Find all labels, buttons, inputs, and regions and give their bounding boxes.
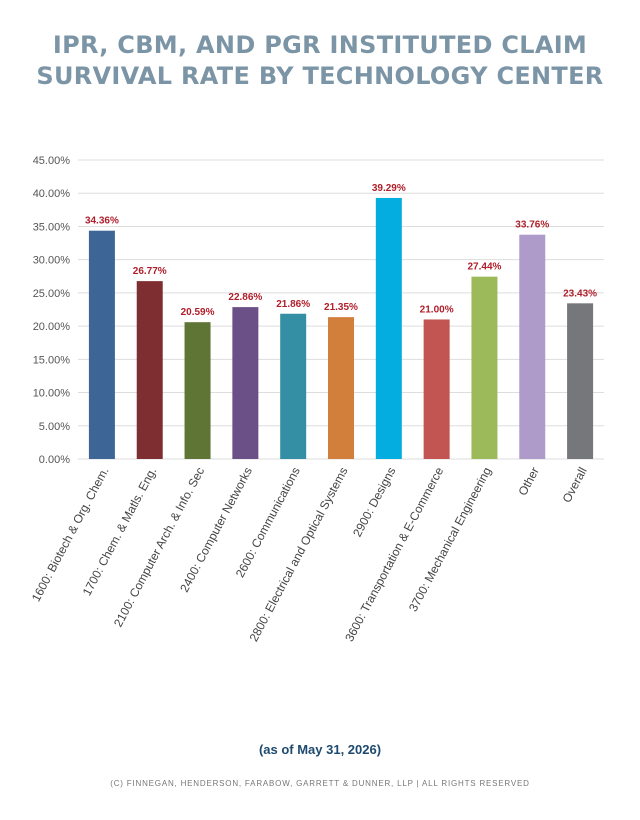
bar <box>375 197 402 460</box>
bar-chart: 0.00% 5.00% 10.00% 15.00% 20.00% 25.00% 30.00%… <box>29 155 604 644</box>
copyright-notice: (C) FINNEGAN, HENDERSON, FARABOW, GARRET… <box>110 779 530 788</box>
x-category-label: 2900: Designs <box>350 465 398 539</box>
bars <box>88 197 594 460</box>
data-label: 34.36% <box>85 216 119 227</box>
y-tick-label: 25.00% <box>33 288 71 300</box>
data-label: 27.44% <box>467 262 501 273</box>
bar <box>328 317 354 459</box>
y-tick-label: 15.00% <box>33 354 71 366</box>
data-label: 22.86% <box>228 292 262 303</box>
data-label: 20.59% <box>181 307 215 318</box>
data-labels: 34.36% 26.77% 20.59% 22.86% 21.86% 21.35% 39.2… <box>85 183 597 318</box>
bar <box>88 230 115 459</box>
x-category-label: 2100: Computer Arch. & Info. Sec <box>111 465 207 629</box>
data-label: 33.76% <box>515 220 549 231</box>
bar <box>184 322 211 459</box>
x-category-label: 2800: Electrical and Optical Systems <box>247 465 351 644</box>
y-tick-label: 35.00% <box>33 221 71 233</box>
chart-title-line-1: IPR, CBM, AND PGR INSTITUTED CLAIM <box>52 31 588 59</box>
data-label: 21.00% <box>420 304 454 315</box>
data-label: 21.86% <box>276 299 310 310</box>
chart-title: IPR, CBM, AND PGR INSTITUTED CLAIM SURVI… <box>0 30 640 92</box>
bar <box>519 234 546 459</box>
data-label: 23.43% <box>563 288 597 299</box>
x-category-label: 3700: Mechanical Engineering <box>406 465 494 614</box>
y-tick-label: 20.00% <box>33 321 71 333</box>
data-label: 39.29% <box>372 183 406 194</box>
as-of-date: (as of May 31, 2026) <box>258 742 382 757</box>
bar <box>280 313 307 459</box>
y-tick-label: 10.00% <box>33 388 71 400</box>
y-tick-label: 5.00% <box>39 421 70 433</box>
y-tick-label: 30.00% <box>33 255 71 267</box>
x-axis-category-labels: 1600: Biotech & Org. Chem.1700: Chem. & … <box>29 465 590 644</box>
x-category-label: 3600: Transportation & E-Commerce <box>342 465 446 644</box>
bar <box>136 281 163 459</box>
data-label: 26.77% <box>133 266 167 277</box>
bar <box>567 303 594 459</box>
bar <box>423 319 450 459</box>
y-tick-label: 40.00% <box>33 188 71 200</box>
chart-title-line-2: SURVIVAL RATE BY TECHNOLOGY CENTER <box>36 62 604 90</box>
bar <box>471 276 498 459</box>
y-axis-tick-labels: 0.00% 5.00% 10.00% 15.00% 20.00% 25.00% 30.00%… <box>33 155 71 466</box>
x-category-label: Other <box>515 465 541 498</box>
y-tick-label: 45.00% <box>33 155 71 167</box>
data-label: 21.35% <box>324 302 358 313</box>
y-tick-label: 0.00% <box>39 454 70 466</box>
x-category-label: Overall <box>560 465 590 505</box>
bar <box>232 307 259 459</box>
